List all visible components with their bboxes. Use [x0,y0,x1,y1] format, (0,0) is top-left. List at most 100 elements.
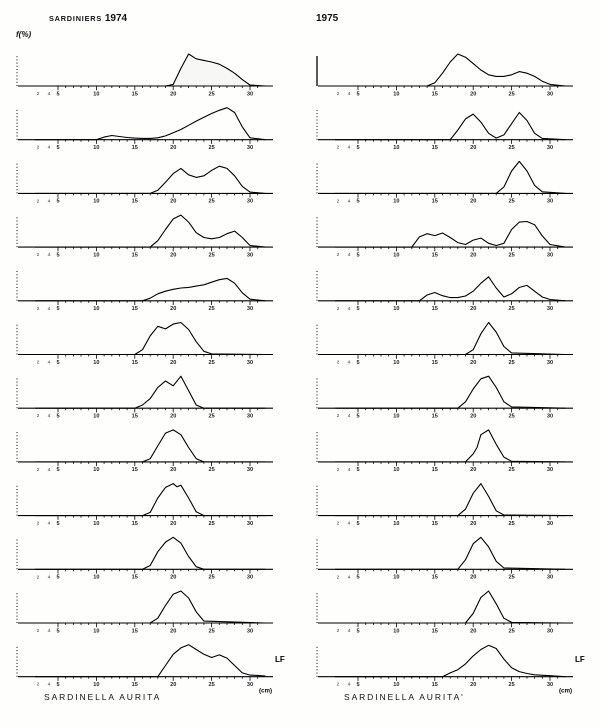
svg-text:10: 10 [393,252,399,258]
svg-text:4: 4 [348,413,351,418]
svg-text:4: 4 [48,198,51,203]
svg-text:4: 4 [348,145,351,150]
svg-text:30: 30 [247,360,253,366]
svg-text:20: 20 [470,575,476,581]
svg-text:15: 15 [432,91,438,97]
svg-text:10: 10 [93,360,99,366]
svg-text:(cm): (cm) [259,688,272,695]
svg-text:15: 15 [432,467,438,473]
svg-text:4: 4 [348,198,351,203]
svg-text:15: 15 [432,682,438,688]
svg-text:25: 25 [508,521,514,527]
svg-text:20: 20 [470,145,476,151]
svg-text:30: 30 [547,575,553,581]
svg-text:2: 2 [37,467,40,472]
svg-text:25: 25 [508,467,514,473]
svg-text:5: 5 [356,575,359,581]
svg-text:20: 20 [170,682,176,688]
svg-text:10: 10 [93,575,99,581]
svg-text:20: 20 [470,306,476,312]
svg-text:2: 2 [337,521,340,526]
svg-text:25: 25 [208,145,214,151]
svg-text:20: 20 [170,628,176,634]
svg-text:15: 15 [132,521,138,527]
svg-text:5: 5 [356,91,359,97]
svg-text:30: 30 [547,360,553,366]
svg-text:(cm): (cm) [559,688,572,695]
svg-text:15: 15 [432,306,438,312]
svg-text:15: 15 [432,252,438,258]
svg-text:10: 10 [393,467,399,473]
svg-text:30: 30 [547,145,553,151]
svg-text:15: 15 [132,252,138,258]
svg-text:10: 10 [93,199,99,205]
svg-text:25: 25 [508,252,514,258]
svg-text:25: 25 [208,414,214,420]
svg-text:30: 30 [247,414,253,420]
svg-text:10: 10 [93,306,99,312]
svg-text:10: 10 [393,306,399,312]
svg-text:20: 20 [470,467,476,473]
svg-text:5: 5 [56,360,59,366]
svg-text:30: 30 [247,575,253,581]
svg-text:4: 4 [348,360,351,365]
svg-text:10: 10 [393,628,399,634]
svg-text:20: 20 [170,91,176,97]
svg-text:15: 15 [432,145,438,151]
svg-text:30: 30 [247,521,253,527]
svg-text:20: 20 [470,91,476,97]
svg-text:20: 20 [170,575,176,581]
svg-text:20: 20 [170,467,176,473]
svg-text:20: 20 [470,252,476,258]
svg-text:30: 30 [547,682,553,688]
svg-text:10: 10 [393,682,399,688]
svg-text:25: 25 [208,575,214,581]
svg-text:30: 30 [247,145,253,151]
svg-text:10: 10 [93,467,99,473]
svg-text:4: 4 [348,91,351,96]
svg-text:10: 10 [393,414,399,420]
svg-text:15: 15 [132,360,138,366]
svg-text:4: 4 [348,467,351,472]
svg-text:20: 20 [470,360,476,366]
svg-text:4: 4 [48,682,51,687]
svg-text:2: 2 [337,252,340,257]
svg-text:5: 5 [56,252,59,258]
svg-text:15: 15 [132,628,138,634]
svg-text:2: 2 [37,91,40,96]
svg-text:15: 15 [132,467,138,473]
svg-text:2: 2 [337,91,340,96]
svg-text:2: 2 [337,306,340,311]
svg-text:25: 25 [508,628,514,634]
svg-text:30: 30 [247,199,253,205]
svg-text:5: 5 [56,682,59,688]
svg-text:5: 5 [356,252,359,258]
svg-text:30: 30 [547,467,553,473]
svg-text:15: 15 [132,199,138,205]
svg-text:25: 25 [208,360,214,366]
svg-text:20: 20 [470,682,476,688]
svg-text:5: 5 [356,199,359,205]
svg-text:4: 4 [348,521,351,526]
svg-text:4: 4 [48,145,51,150]
svg-text:25: 25 [208,199,214,205]
svg-text:20: 20 [170,521,176,527]
svg-text:2: 2 [37,252,40,257]
svg-text:30: 30 [247,467,253,473]
svg-text:10: 10 [93,252,99,258]
svg-text:30: 30 [547,252,553,258]
svg-text:25: 25 [508,306,514,312]
svg-text:30: 30 [547,521,553,527]
svg-text:5: 5 [356,628,359,634]
svg-text:15: 15 [132,575,138,581]
svg-text:25: 25 [508,360,514,366]
svg-text:25: 25 [508,575,514,581]
svg-text:25: 25 [208,467,214,473]
svg-text:25: 25 [208,91,214,97]
svg-text:20: 20 [470,628,476,634]
svg-text:2: 2 [337,360,340,365]
svg-text:2: 2 [337,413,340,418]
svg-text:2: 2 [37,198,40,203]
svg-text:5: 5 [356,145,359,151]
svg-text:10: 10 [93,682,99,688]
